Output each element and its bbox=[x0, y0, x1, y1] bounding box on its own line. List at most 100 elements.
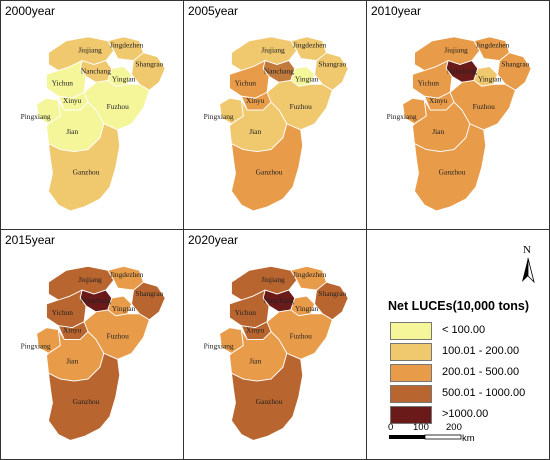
map-panel-2015: Jiujiang Jingdezhen Shangrao Nanchang Yingta… bbox=[0, 229, 184, 460]
city-label-jian: Jian bbox=[249, 356, 261, 365]
city-label-fuzhou: Fuzhou bbox=[107, 102, 130, 111]
city-label-fuzhou: Fuzhou bbox=[473, 102, 496, 111]
city-label-yichun: Yichun bbox=[235, 308, 257, 317]
year-label-2020: 2020year bbox=[188, 233, 239, 247]
legend-swatch bbox=[390, 343, 432, 361]
region-ganzhou bbox=[48, 352, 121, 441]
city-label-jingdezhen: Jingdezhen bbox=[110, 270, 144, 279]
legend-label: < 100.00 bbox=[442, 324, 486, 336]
city-label-xinyu: Xinyu bbox=[246, 326, 265, 335]
region-shangrao bbox=[131, 52, 166, 91]
city-label-jingdezhen: Jingdezhen bbox=[110, 41, 144, 50]
city-label-nanchang: Nanchang bbox=[264, 296, 294, 305]
city-label-yingtan: Yingtan bbox=[112, 304, 136, 313]
city-label-ganzhou: Ganzhou bbox=[73, 167, 100, 176]
region-yichun bbox=[229, 60, 270, 99]
legend-swatch bbox=[390, 406, 432, 424]
city-label-xinyu: Xinyu bbox=[429, 96, 448, 105]
city-label-jian: Jian bbox=[249, 127, 261, 136]
province-map-2010: Jiujiang Jingdezhen Shangrao NanchangYingta… bbox=[387, 36, 532, 212]
region-yichun bbox=[46, 289, 87, 329]
legend-label: 200.01 - 500.00 bbox=[442, 366, 520, 378]
scale-tick-0: 0 bbox=[388, 422, 394, 433]
map-panel-2005: Jiujiang Jingdezhen Shangrao Nanchang Yingta… bbox=[183, 0, 367, 230]
city-label-jingdezhen: Jingdezhen bbox=[476, 41, 510, 50]
region-yichun bbox=[412, 60, 453, 99]
map-panel-2020: Jiujiang Jingdezhen Shangrao Nanchang Yingta… bbox=[183, 229, 367, 460]
city-label-nanchang: Nanchang bbox=[447, 66, 477, 75]
scale-bar-icon bbox=[389, 434, 462, 440]
city-label-pingxiang: Pingxiang bbox=[204, 112, 234, 121]
province-map-2015: Jiujiang Jingdezhen Shangrao NanchangYingta… bbox=[21, 265, 166, 441]
legend-swatch bbox=[390, 322, 432, 340]
city-label-jiujiang: Jiujiang bbox=[444, 46, 468, 55]
legend-swatch bbox=[390, 385, 432, 403]
legend-swatch bbox=[390, 364, 432, 382]
city-label-yingtan: Yingtan bbox=[295, 74, 319, 83]
city-label-xinyu: Xinyu bbox=[246, 96, 265, 105]
city-label-ganzhou: Ganzhou bbox=[73, 397, 100, 406]
scale-unit: km bbox=[462, 433, 475, 444]
city-label-jiujiang: Jiujiang bbox=[78, 275, 102, 284]
region-shangrao bbox=[131, 281, 166, 321]
city-label-nanchang: Nanchang bbox=[81, 296, 111, 305]
legend-label: >1000.00 bbox=[442, 408, 489, 420]
region-ganzhou bbox=[231, 352, 304, 441]
city-label-jiujiang: Jiujiang bbox=[261, 46, 285, 55]
north-arrow-icon bbox=[522, 257, 535, 284]
province-map-2000: Jiujiang Jingdezhen Shangrao NanchangYingta… bbox=[21, 36, 166, 212]
region-shangrao bbox=[497, 52, 532, 91]
region-ganzhou bbox=[231, 123, 304, 212]
city-label-pingxiang: Pingxiang bbox=[21, 341, 51, 350]
city-label-jian: Jian bbox=[66, 356, 78, 365]
year-label-2010: 2010year bbox=[371, 4, 422, 18]
city-label-pingxiang: Pingxiang bbox=[387, 112, 417, 121]
city-label-yingtan: Yingtan bbox=[112, 74, 136, 83]
city-label-jingdezhen: Jingdezhen bbox=[293, 41, 327, 50]
city-label-yingtan: Yingtan bbox=[295, 304, 319, 313]
city-label-ganzhou: Ganzhou bbox=[256, 167, 283, 176]
city-label-xinyu: Xinyu bbox=[63, 326, 82, 335]
city-label-ganzhou: Ganzhou bbox=[256, 397, 283, 406]
city-label-jiujiang: Jiujiang bbox=[78, 46, 102, 55]
city-label-fuzhou: Fuzhou bbox=[107, 332, 130, 341]
region-ganzhou bbox=[48, 123, 121, 212]
city-label-yichun: Yichun bbox=[52, 78, 74, 87]
city-label-fuzhou: Fuzhou bbox=[290, 102, 313, 111]
north-arrow-label: N bbox=[523, 244, 531, 256]
city-label-pingxiang: Pingxiang bbox=[204, 341, 234, 350]
city-label-yichun: Yichun bbox=[235, 78, 257, 87]
year-label-2000: 2000year bbox=[5, 4, 56, 18]
city-label-yichun: Yichun bbox=[418, 78, 440, 87]
region-yichun bbox=[46, 60, 87, 99]
city-label-jingdezhen: Jingdezhen bbox=[293, 270, 327, 279]
region-shangrao bbox=[314, 52, 349, 91]
city-label-nanchang: Nanchang bbox=[264, 66, 294, 75]
legend-label: 500.01 - 1000.00 bbox=[442, 387, 526, 399]
city-label-jian: Jian bbox=[432, 127, 444, 136]
city-label-ganzhou: Ganzhou bbox=[439, 167, 466, 176]
region-yichun bbox=[229, 289, 270, 329]
region-shangrao bbox=[314, 281, 349, 321]
city-label-xinyu: Xinyu bbox=[63, 96, 82, 105]
city-label-shangrao: Shangrao bbox=[135, 60, 163, 69]
city-label-jiujiang: Jiujiang bbox=[261, 275, 285, 284]
scale-tick-200: 200 bbox=[446, 422, 462, 433]
legend-label: 100.01 - 200.00 bbox=[442, 345, 520, 357]
year-label-2015: 2015year bbox=[5, 233, 56, 247]
city-label-shangrao: Shangrao bbox=[318, 289, 346, 298]
province-map-2020: Jiujiang Jingdezhen Shangrao NanchangYingta… bbox=[204, 265, 349, 441]
map-panel-2010: Jiujiang Jingdezhen Shangrao Nanchang Yingta… bbox=[366, 0, 550, 230]
city-label-jian: Jian bbox=[66, 127, 78, 136]
city-label-yingtan: Yingtan bbox=[478, 74, 502, 83]
city-label-nanchang: Nanchang bbox=[81, 66, 111, 75]
year-label-2005: 2005year bbox=[188, 4, 239, 18]
city-label-shangrao: Shangrao bbox=[135, 289, 163, 298]
city-label-yichun: Yichun bbox=[52, 308, 74, 317]
region-ganzhou bbox=[414, 123, 487, 212]
legend-title: Net LUCEs(10,000 tons) bbox=[388, 299, 530, 313]
map-panel-2000: Jiujiang Jingdezhen Shangrao Nanchang Yingta… bbox=[0, 0, 184, 230]
province-map-2005: Jiujiang Jingdezhen Shangrao NanchangYingta… bbox=[204, 36, 349, 212]
city-label-fuzhou: Fuzhou bbox=[290, 332, 313, 341]
